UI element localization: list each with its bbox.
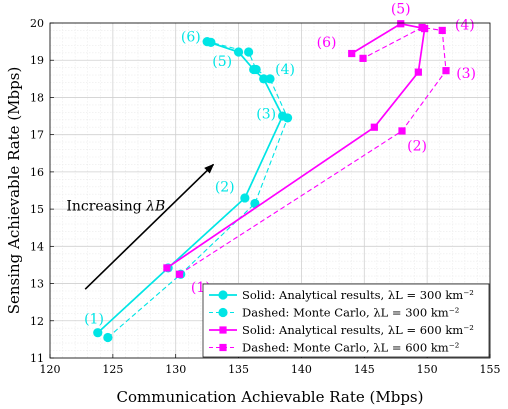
data-point — [206, 37, 216, 47]
y-tick-label: 18 — [30, 91, 44, 104]
legend-entry: Solid: Analytical results, λL = 300 km⁻² — [209, 288, 474, 302]
series-3 — [163, 20, 429, 272]
y-tick-label: 13 — [30, 278, 44, 291]
increasing-arrow: Increasing λB — [66, 163, 215, 290]
series-line — [107, 41, 289, 338]
x-tick-label: 120 — [40, 363, 61, 376]
data-point — [163, 264, 171, 272]
legend-box — [202, 283, 490, 358]
series-4 — [175, 23, 450, 278]
y-tick-label: 15 — [30, 203, 44, 216]
legend-label-main: Solid: Analytical results, — [242, 288, 388, 302]
data-point — [175, 270, 184, 278]
legend-label-main: Solid: Analytical results, — [242, 323, 388, 337]
y-tick-label: 11 — [30, 352, 44, 365]
point-annotation: (5) — [391, 2, 411, 18]
arrow-label-math: λB — [145, 198, 165, 214]
series-2 — [103, 37, 293, 343]
data-point — [244, 47, 254, 57]
x-axis-label: Communication Achievable Rate (Mbps) — [117, 388, 424, 406]
legend-label-math: λL = 600 km⁻² — [373, 341, 459, 355]
x-tick-label: 145 — [354, 363, 375, 376]
tick-labels: 120 125 130 135 140 145 150 155 11 12 13 14 15 16 17 18… — [30, 17, 501, 376]
point-annotation: (4) — [275, 62, 295, 78]
data-point — [442, 67, 450, 75]
point-annotation: (3) — [256, 107, 276, 123]
data-point — [397, 20, 405, 28]
legend-label-math: λL = 600 km⁻² — [388, 323, 474, 337]
legend-label: Solid: Analytical results, λL = 600 km⁻² — [242, 323, 474, 337]
data-point — [348, 49, 356, 58]
series-layer — [93, 20, 450, 343]
x-tick-label: 150 — [417, 363, 438, 376]
x-tick-label: 155 — [480, 363, 501, 376]
series-line — [166, 22, 426, 269]
point-annotation: (2) — [407, 138, 427, 154]
y-tick-label: 20 — [30, 17, 44, 30]
data-point — [414, 68, 422, 76]
legend-label: Dashed: Monte Carlo, λL = 600 km⁻² — [242, 341, 459, 355]
x-tick-label: 125 — [102, 363, 123, 376]
point-annotation: (6) — [317, 35, 337, 51]
legend: Solid: Analytical results, λL = 300 km⁻²… — [202, 283, 490, 358]
data-point — [398, 127, 406, 135]
data-point — [219, 326, 227, 334]
x-tick-label: 135 — [228, 363, 249, 376]
point-annotation: (4) — [455, 18, 475, 34]
arrow-line — [84, 163, 215, 290]
legend-label: Solid: Analytical results, λL = 300 km⁻² — [242, 288, 474, 302]
legend-label-main: Dashed: Monte Carlo, — [242, 341, 373, 355]
point-annotation: (6) — [181, 30, 201, 46]
data-point — [93, 328, 103, 338]
data-point — [438, 26, 446, 35]
data-point — [283, 113, 293, 123]
legend-entry: Dashed: Monte Carlo, λL = 300 km⁻² — [209, 306, 459, 320]
x-tick-label: 130 — [165, 363, 186, 376]
legend-label-math: λL = 300 km⁻² — [388, 288, 474, 302]
legend-entry: Solid: Analytical results, λL = 600 km⁻² — [209, 323, 474, 337]
y-tick-label: 12 — [30, 315, 44, 328]
y-tick-label: 19 — [30, 54, 44, 67]
legend-label-math: λL = 300 km⁻² — [373, 306, 459, 320]
arrow-label-text: Increasing — [66, 198, 146, 214]
y-tick-label: 17 — [30, 129, 44, 142]
data-point — [218, 290, 228, 300]
point-annotation: (5) — [212, 54, 232, 70]
legend-entries: Solid: Analytical results, λL = 300 km⁻²… — [209, 288, 474, 355]
arrow-label: Increasing λB — [66, 198, 165, 214]
point-annotation: (3) — [456, 66, 476, 82]
data-point — [233, 47, 244, 57]
legend-label-main: Dashed: Monte Carlo, — [242, 306, 373, 320]
legend-entry: Dashed: Monte Carlo, λL = 600 km⁻² — [209, 341, 459, 355]
data-point — [370, 123, 378, 131]
y-tick-label: 14 — [30, 240, 44, 253]
x-tick-label: 140 — [291, 363, 312, 376]
data-point — [265, 74, 275, 84]
point-annotation: (2) — [215, 180, 235, 196]
point-annotation: (1) — [84, 311, 104, 327]
data-point — [251, 64, 261, 75]
data-point — [240, 193, 250, 203]
legend-label: Dashed: Monte Carlo, λL = 300 km⁻² — [242, 306, 459, 320]
data-point — [219, 343, 227, 352]
y-axis-label: Sensing Achievable Rate (Mbps) — [5, 67, 23, 315]
plot-frame — [49, 22, 491, 359]
data-point — [418, 23, 426, 32]
series-line — [179, 26, 447, 275]
data-point — [218, 307, 228, 318]
data-point — [103, 332, 113, 343]
data-point — [359, 54, 367, 62]
y-tick-label: 16 — [30, 166, 44, 179]
